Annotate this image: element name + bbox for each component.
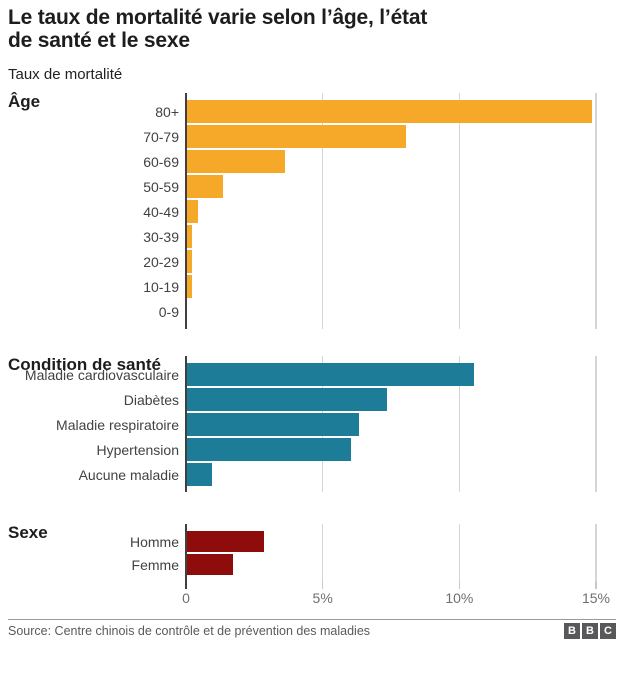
- bar-row: 0-9: [8, 299, 616, 324]
- age-bar-chart: 80+ 70-79 60-69 50-59 40-49 30-39 20-29 10-19 0-…: [8, 93, 616, 329]
- y-axis-line: [185, 93, 187, 329]
- section-sex: Sexe Homme Femme: [8, 524, 616, 581]
- x-tick-10: [458, 581, 461, 589]
- bar-row: Maladie respiratoire: [8, 412, 616, 437]
- bar: [187, 150, 286, 173]
- category-label: Maladie cardiovasculaire: [24, 366, 179, 383]
- gridline-5pct: [321, 524, 324, 581]
- x-axis-ticks: [8, 581, 616, 589]
- x-tick-label: 10%: [445, 590, 474, 606]
- footer: Source: Centre chinois de contrôle et de…: [8, 620, 616, 639]
- bar-row: 80+: [8, 99, 616, 124]
- footer-divider: [8, 619, 616, 620]
- gridline-15pct: [595, 93, 597, 329]
- bar-row: Diabètes: [8, 387, 616, 412]
- bar-row: Homme: [8, 530, 616, 553]
- bar: [187, 250, 193, 273]
- bar: [187, 388, 387, 411]
- bbc-logo-letter: C: [600, 623, 616, 639]
- sex-bar-chart: Homme Femme: [8, 524, 616, 581]
- gridline-10pct: [458, 356, 461, 492]
- y-axis-line: [185, 356, 187, 492]
- bar: [187, 275, 193, 298]
- category-label: Maladie respiratoire: [56, 416, 179, 433]
- bbc-logo-letter: B: [564, 623, 580, 639]
- gridline-10pct: [458, 524, 461, 581]
- category-label: Hypertension: [96, 441, 180, 458]
- category-label: Aucune maladie: [78, 466, 179, 483]
- health-condition-bar-chart: Maladie cardiovasculaire Diabètes Maladie …: [8, 356, 616, 492]
- x-tick-0: [185, 581, 187, 589]
- category-label: Diabètes: [123, 391, 179, 408]
- bar-row: 50-59: [8, 174, 616, 199]
- bar-row: Aucune maladie: [8, 462, 616, 487]
- category-label: 40-49: [143, 203, 179, 220]
- bar-row: Hypertension: [8, 437, 616, 462]
- category-label: 0-9: [158, 303, 179, 320]
- bar: [187, 125, 406, 148]
- chart-title-line2: de santé et le sexe: [8, 29, 190, 52]
- x-tick-label: 0: [182, 590, 190, 606]
- chart-title-line1: Le taux de mortalité varie selon l’âge, …: [8, 6, 428, 29]
- bar: [187, 438, 351, 461]
- section-health-condition-title: Condition de santé: [8, 355, 161, 374]
- bar-row: Maladie cardiovasculaire: [8, 362, 616, 387]
- x-tick-15: [595, 581, 597, 589]
- bar: [187, 200, 198, 223]
- bar: [187, 175, 223, 198]
- x-tick-label: 5%: [312, 590, 333, 606]
- category-label: Homme: [129, 533, 179, 550]
- bar-row: 10-19: [8, 274, 616, 299]
- gridline-10pct: [458, 93, 461, 329]
- category-label: 80+: [155, 103, 179, 120]
- bar-row: 70-79: [8, 124, 616, 149]
- source-text: Source: Centre chinois de contrôle et de…: [8, 624, 371, 638]
- category-label: 30-39: [143, 228, 179, 245]
- category-label: 10-19: [143, 278, 179, 295]
- x-axis-tick-labels: 0 5% 10% 15%: [8, 590, 616, 606]
- bar: [187, 100, 592, 123]
- bbc-logo-letter: B: [582, 623, 598, 639]
- x-tick-label: 15%: [581, 590, 610, 606]
- gridline-15pct: [595, 356, 597, 492]
- section-sex-title: Sexe: [8, 523, 48, 542]
- x-tick-5: [321, 581, 324, 589]
- category-label: 70-79: [143, 128, 179, 145]
- bar: [187, 463, 212, 486]
- bar: [187, 554, 234, 575]
- section-health-condition: Condition de santé Maladie cardiovascula…: [8, 356, 616, 492]
- y-axis-line: [185, 524, 187, 581]
- section-age-title: Âge: [8, 92, 41, 111]
- bar-row: 30-39: [8, 224, 616, 249]
- category-label: 60-69: [143, 153, 179, 170]
- category-label: Femme: [131, 556, 179, 573]
- bar-row: 40-49: [8, 199, 616, 224]
- bar: [187, 225, 193, 248]
- gridline-15pct: [595, 524, 597, 581]
- section-age: Âge 80+ 70-79 60-69 50-59 40-49 30-39 20-29 10-…: [8, 93, 616, 329]
- category-label: 50-59: [143, 178, 179, 195]
- bar-row: 20-29: [8, 249, 616, 274]
- chart-subtitle: Taux de mortalité: [8, 66, 123, 83]
- category-label: 20-29: [143, 253, 179, 270]
- bar: [187, 363, 474, 386]
- gridline-5pct: [321, 93, 324, 329]
- bar-row: 60-69: [8, 149, 616, 174]
- bar-row: Femme: [8, 553, 616, 576]
- bar: [187, 531, 264, 552]
- bar: [187, 413, 360, 436]
- chart-title: Le taux de mortalité varie selon l’âge, …: [8, 6, 616, 52]
